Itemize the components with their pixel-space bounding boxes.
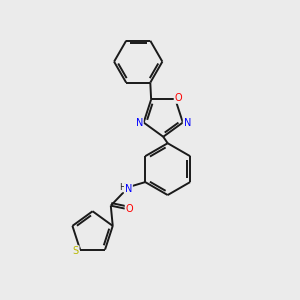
Text: O: O xyxy=(125,204,133,214)
Text: N: N xyxy=(136,118,143,128)
Text: N: N xyxy=(125,184,132,194)
Text: H: H xyxy=(119,183,126,192)
Text: O: O xyxy=(175,93,182,103)
Text: N: N xyxy=(184,118,191,128)
Text: S: S xyxy=(73,246,79,256)
